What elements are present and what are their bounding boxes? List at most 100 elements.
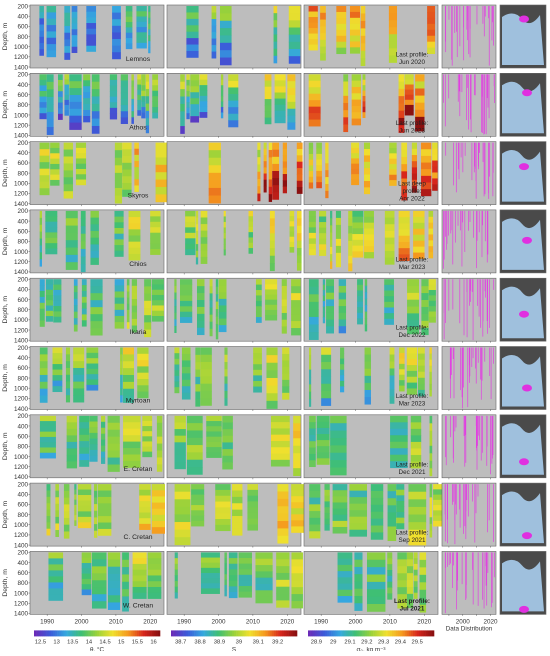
profile-cell — [309, 369, 312, 378]
profile-cell — [266, 385, 278, 394]
profile-cell — [134, 142, 139, 150]
profile-cell — [384, 290, 394, 297]
sea-area — [502, 81, 544, 134]
profile-cell — [144, 300, 152, 309]
profile-cell — [131, 86, 134, 94]
x-tick-label: 2020 — [143, 618, 158, 625]
profile-cell — [387, 558, 393, 565]
profile-cell — [73, 279, 78, 287]
profile-cell — [335, 252, 341, 261]
profile-cell — [136, 11, 147, 17]
profile-cell — [277, 484, 289, 492]
profile-cell — [109, 85, 118, 92]
colorbar-swatch — [381, 630, 384, 637]
profile-cell — [348, 218, 353, 227]
profile-cell — [360, 35, 366, 44]
profile-cell — [384, 250, 395, 258]
profile-cell — [398, 248, 410, 255]
profile-cell — [224, 376, 228, 385]
colorbar-swatch — [326, 630, 330, 637]
profile-cell — [132, 592, 147, 599]
profile-cell — [91, 96, 100, 105]
profile-cell — [384, 284, 394, 291]
y-tick-label: 1000 — [14, 522, 29, 529]
profile-cell — [156, 464, 163, 472]
profile-cell — [398, 96, 405, 104]
profile-cell — [155, 187, 168, 195]
colorbar-tick-label: 39 — [236, 639, 242, 645]
profile-cell — [224, 590, 227, 597]
profile-cell — [338, 319, 347, 327]
profile-cell — [48, 588, 64, 595]
colorbar-swatch — [189, 630, 193, 637]
profile-cell — [223, 232, 226, 239]
colorbar-swatch — [229, 630, 233, 637]
profile-cell — [277, 528, 289, 537]
profile-cell — [209, 293, 213, 301]
profile-cell — [45, 216, 58, 223]
profile-cell — [86, 45, 97, 52]
profile-cell — [45, 295, 53, 301]
profile-cell — [222, 429, 233, 437]
profile-cell — [174, 575, 178, 582]
profile-cell — [349, 47, 360, 54]
profile-cell — [255, 552, 273, 560]
profile-cell — [257, 171, 261, 180]
profile-cell — [200, 578, 220, 584]
profile-cell — [151, 490, 165, 497]
profile-cell — [322, 317, 326, 324]
profile-cell — [109, 91, 118, 98]
colorbar-swatch — [88, 630, 91, 637]
colorbar-swatch — [141, 630, 144, 637]
colorbar-swatch — [398, 630, 401, 637]
profile-cell — [293, 460, 301, 469]
profile-cell — [266, 370, 278, 379]
profile-cell — [277, 513, 289, 522]
profile-cell — [151, 315, 164, 322]
location-map — [499, 277, 547, 342]
profile-cell — [39, 361, 48, 369]
profile-cell — [337, 583, 353, 591]
profile-cell — [282, 360, 290, 368]
y-axis-label: Depth, m — [2, 227, 9, 255]
colorbar-swatch — [337, 630, 340, 637]
colorbar-swatch — [40, 630, 43, 637]
profile-cell — [123, 361, 134, 369]
colorbar-swatch — [194, 630, 197, 637]
profile-cell — [174, 387, 180, 394]
y-tick-label: 400 — [17, 560, 28, 567]
profile-cell — [248, 216, 253, 222]
colorbar-swatch — [147, 630, 150, 637]
profile-cell — [364, 354, 371, 363]
profile-cell — [94, 484, 98, 492]
profile-cell — [39, 6, 44, 13]
profile-cell — [195, 250, 199, 258]
profile-cell — [387, 533, 397, 542]
profile-cell — [293, 430, 301, 439]
profile-cell — [366, 596, 386, 605]
profile-cell — [195, 230, 199, 238]
profile-cell — [320, 53, 326, 61]
profile-cell — [39, 415, 56, 422]
profile-cell — [83, 110, 91, 117]
profile-cell — [354, 552, 363, 561]
profile-cell — [65, 347, 71, 355]
profile-cell — [39, 245, 42, 253]
profile-cell — [351, 112, 361, 120]
profile-cell — [181, 347, 191, 355]
profile-cell — [79, 415, 90, 423]
profile-cell — [268, 186, 273, 195]
profile-cell — [330, 437, 347, 446]
profile-cell — [150, 232, 161, 239]
profile-cell — [128, 210, 141, 218]
profile-cell — [384, 257, 395, 265]
colorbar-swatch — [269, 630, 273, 637]
profile-cell — [433, 489, 448, 496]
profile-cell — [268, 179, 273, 188]
profile-cell — [73, 374, 85, 383]
profile-cell — [410, 422, 422, 430]
y-tick-label: 1000 — [14, 454, 29, 461]
profile-cell — [48, 564, 64, 571]
profile-cell — [351, 80, 361, 88]
profile-cell — [388, 27, 398, 35]
